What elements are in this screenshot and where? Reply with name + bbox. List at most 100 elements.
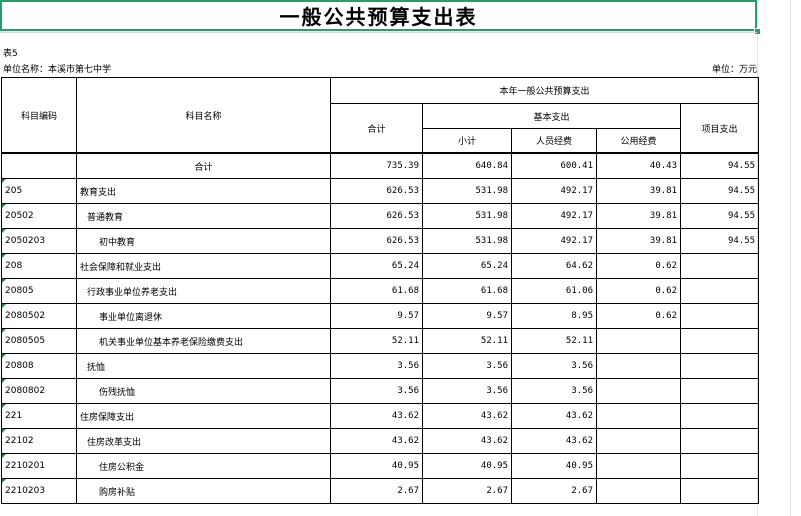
subject-name-cell[interactable]: 伤残抚恤 bbox=[76, 378, 331, 404]
public-cell[interactable]: 0.62 bbox=[596, 253, 681, 279]
subject-name-cell[interactable]: 初中教育 bbox=[76, 228, 331, 254]
project-cell[interactable]: 94.55 bbox=[679, 203, 760, 229]
project-cell[interactable] bbox=[679, 278, 760, 304]
personnel-cell[interactable]: 52.11 bbox=[511, 328, 597, 354]
subject-name-cell[interactable]: 机关事业单位基本养老保险缴费支出 bbox=[76, 328, 331, 354]
subtotal-cell[interactable]: 2.67 bbox=[422, 478, 512, 504]
subject-code-cell[interactable]: 20808 bbox=[1, 353, 77, 379]
personnel-cell[interactable]: 43.62 bbox=[511, 403, 597, 429]
subject-name-cell[interactable]: 普通教育 bbox=[76, 203, 331, 229]
personnel-cell[interactable]: 61.06 bbox=[511, 278, 597, 304]
personnel-cell[interactable]: 3.56 bbox=[511, 378, 597, 404]
subject-code-cell[interactable]: 2080505 bbox=[1, 328, 77, 354]
total-public[interactable]: 40.43 bbox=[596, 152, 681, 179]
subtotal-cell[interactable]: 531.98 bbox=[422, 203, 512, 229]
project-cell[interactable] bbox=[679, 478, 760, 504]
subject-name-cell[interactable]: 事业单位离退休 bbox=[76, 303, 331, 329]
subject-code-cell[interactable]: 2210201 bbox=[1, 453, 77, 479]
total-cell[interactable]: 2.67 bbox=[330, 478, 423, 504]
subtotal-cell[interactable]: 43.62 bbox=[422, 428, 512, 454]
subject-name-cell[interactable]: 行政事业单位养老支出 bbox=[76, 278, 331, 304]
personnel-cell[interactable]: 2.67 bbox=[511, 478, 597, 504]
personnel-cell[interactable]: 492.17 bbox=[511, 228, 597, 254]
subject-code-cell[interactable]: 20502 bbox=[1, 203, 77, 229]
selection-fill-handle[interactable] bbox=[754, 28, 761, 35]
personnel-cell[interactable]: 40.95 bbox=[511, 453, 597, 479]
header-project[interactable]: 项目支出 bbox=[679, 103, 760, 154]
total-cell[interactable]: 43.62 bbox=[330, 428, 423, 454]
total-cell[interactable]: 3.56 bbox=[330, 353, 423, 379]
project-cell[interactable] bbox=[679, 453, 760, 479]
subtotal-cell[interactable]: 3.56 bbox=[422, 353, 512, 379]
total-project[interactable]: 94.55 bbox=[679, 152, 760, 179]
public-cell[interactable]: 39.81 bbox=[596, 178, 681, 204]
total-cell[interactable]: 52.11 bbox=[330, 328, 423, 354]
subject-name-cell[interactable]: 住房保障支出 bbox=[76, 403, 331, 429]
subject-code-cell[interactable]: 22102 bbox=[1, 428, 77, 454]
subject-code-cell[interactable]: 208 bbox=[1, 253, 77, 279]
public-cell[interactable] bbox=[596, 353, 681, 379]
personnel-cell[interactable]: 492.17 bbox=[511, 178, 597, 204]
total-label[interactable]: 合计 bbox=[76, 152, 331, 179]
subject-name-cell[interactable]: 住房公积金 bbox=[76, 453, 331, 479]
total-cell[interactable]: 626.53 bbox=[330, 203, 423, 229]
total-subtotal[interactable]: 640.84 bbox=[422, 152, 512, 179]
project-cell[interactable]: 94.55 bbox=[679, 228, 760, 254]
project-cell[interactable] bbox=[679, 378, 760, 404]
header-group[interactable]: 本年一般公共预算支出 bbox=[329, 77, 760, 104]
project-cell[interactable] bbox=[679, 328, 760, 354]
public-cell[interactable] bbox=[596, 428, 681, 454]
project-cell[interactable] bbox=[679, 253, 760, 279]
public-cell[interactable] bbox=[596, 453, 681, 479]
personnel-cell[interactable]: 3.56 bbox=[511, 353, 597, 379]
public-cell[interactable]: 0.62 bbox=[596, 303, 681, 329]
subject-name-cell[interactable]: 社会保障和就业支出 bbox=[76, 253, 331, 279]
public-cell[interactable]: 0.62 bbox=[596, 278, 681, 304]
header-code[interactable]: 科目编码 bbox=[1, 77, 77, 154]
personnel-cell[interactable]: 8.95 bbox=[511, 303, 597, 329]
project-cell[interactable]: 94.55 bbox=[679, 178, 760, 204]
subtotal-cell[interactable]: 65.24 bbox=[422, 253, 512, 279]
header-total[interactable]: 合计 bbox=[330, 103, 423, 154]
personnel-cell[interactable]: 64.62 bbox=[511, 253, 597, 279]
public-cell[interactable] bbox=[596, 378, 681, 404]
total-cell[interactable]: 43.62 bbox=[330, 403, 423, 429]
total-cell[interactable]: 40.95 bbox=[330, 453, 423, 479]
subject-code-cell[interactable]: 20805 bbox=[1, 278, 77, 304]
total-cell[interactable]: 65.24 bbox=[330, 253, 423, 279]
project-cell[interactable] bbox=[679, 428, 760, 454]
header-basic[interactable]: 基本支出 bbox=[422, 103, 681, 129]
total-cell[interactable]: 61.68 bbox=[330, 278, 423, 304]
subtotal-cell[interactable]: 531.98 bbox=[422, 228, 512, 254]
subject-name-cell[interactable]: 抚恤 bbox=[76, 353, 331, 379]
total-cell[interactable]: 626.53 bbox=[330, 228, 423, 254]
subtotal-cell[interactable]: 531.98 bbox=[422, 178, 512, 204]
subject-code-cell[interactable]: 2080502 bbox=[1, 303, 77, 329]
public-cell[interactable]: 39.81 bbox=[596, 228, 681, 254]
header-personnel[interactable]: 人员经费 bbox=[511, 128, 597, 154]
subject-code-cell[interactable]: 2050203 bbox=[1, 228, 77, 254]
total-cell[interactable]: 9.57 bbox=[330, 303, 423, 329]
subject-code-cell[interactable]: 221 bbox=[1, 403, 77, 429]
project-cell[interactable] bbox=[679, 403, 760, 429]
header-subtotal[interactable]: 小计 bbox=[422, 128, 512, 154]
header-name[interactable]: 科目名称 bbox=[76, 77, 331, 154]
public-cell[interactable] bbox=[596, 328, 681, 354]
subject-name-cell[interactable]: 教育支出 bbox=[76, 178, 331, 204]
subtotal-cell[interactable]: 43.62 bbox=[422, 403, 512, 429]
header-public[interactable]: 公用经费 bbox=[596, 128, 681, 154]
subject-code-cell[interactable]: 2080802 bbox=[1, 378, 77, 404]
subject-code-cell[interactable]: 2210203 bbox=[1, 478, 77, 504]
subtotal-cell[interactable]: 40.95 bbox=[422, 453, 512, 479]
total-total[interactable]: 735.39 bbox=[330, 152, 423, 179]
subject-code-cell[interactable]: 205 bbox=[1, 178, 77, 204]
total-cell[interactable]: 626.53 bbox=[330, 178, 423, 204]
title-cell[interactable]: 一般公共预算支出表 bbox=[0, 0, 757, 31]
subtotal-cell[interactable]: 61.68 bbox=[422, 278, 512, 304]
total-cell[interactable]: 3.56 bbox=[330, 378, 423, 404]
subtotal-cell[interactable]: 9.57 bbox=[422, 303, 512, 329]
personnel-cell[interactable]: 492.17 bbox=[511, 203, 597, 229]
public-cell[interactable] bbox=[596, 478, 681, 504]
total-code-cell[interactable] bbox=[1, 152, 77, 179]
subtotal-cell[interactable]: 52.11 bbox=[422, 328, 512, 354]
